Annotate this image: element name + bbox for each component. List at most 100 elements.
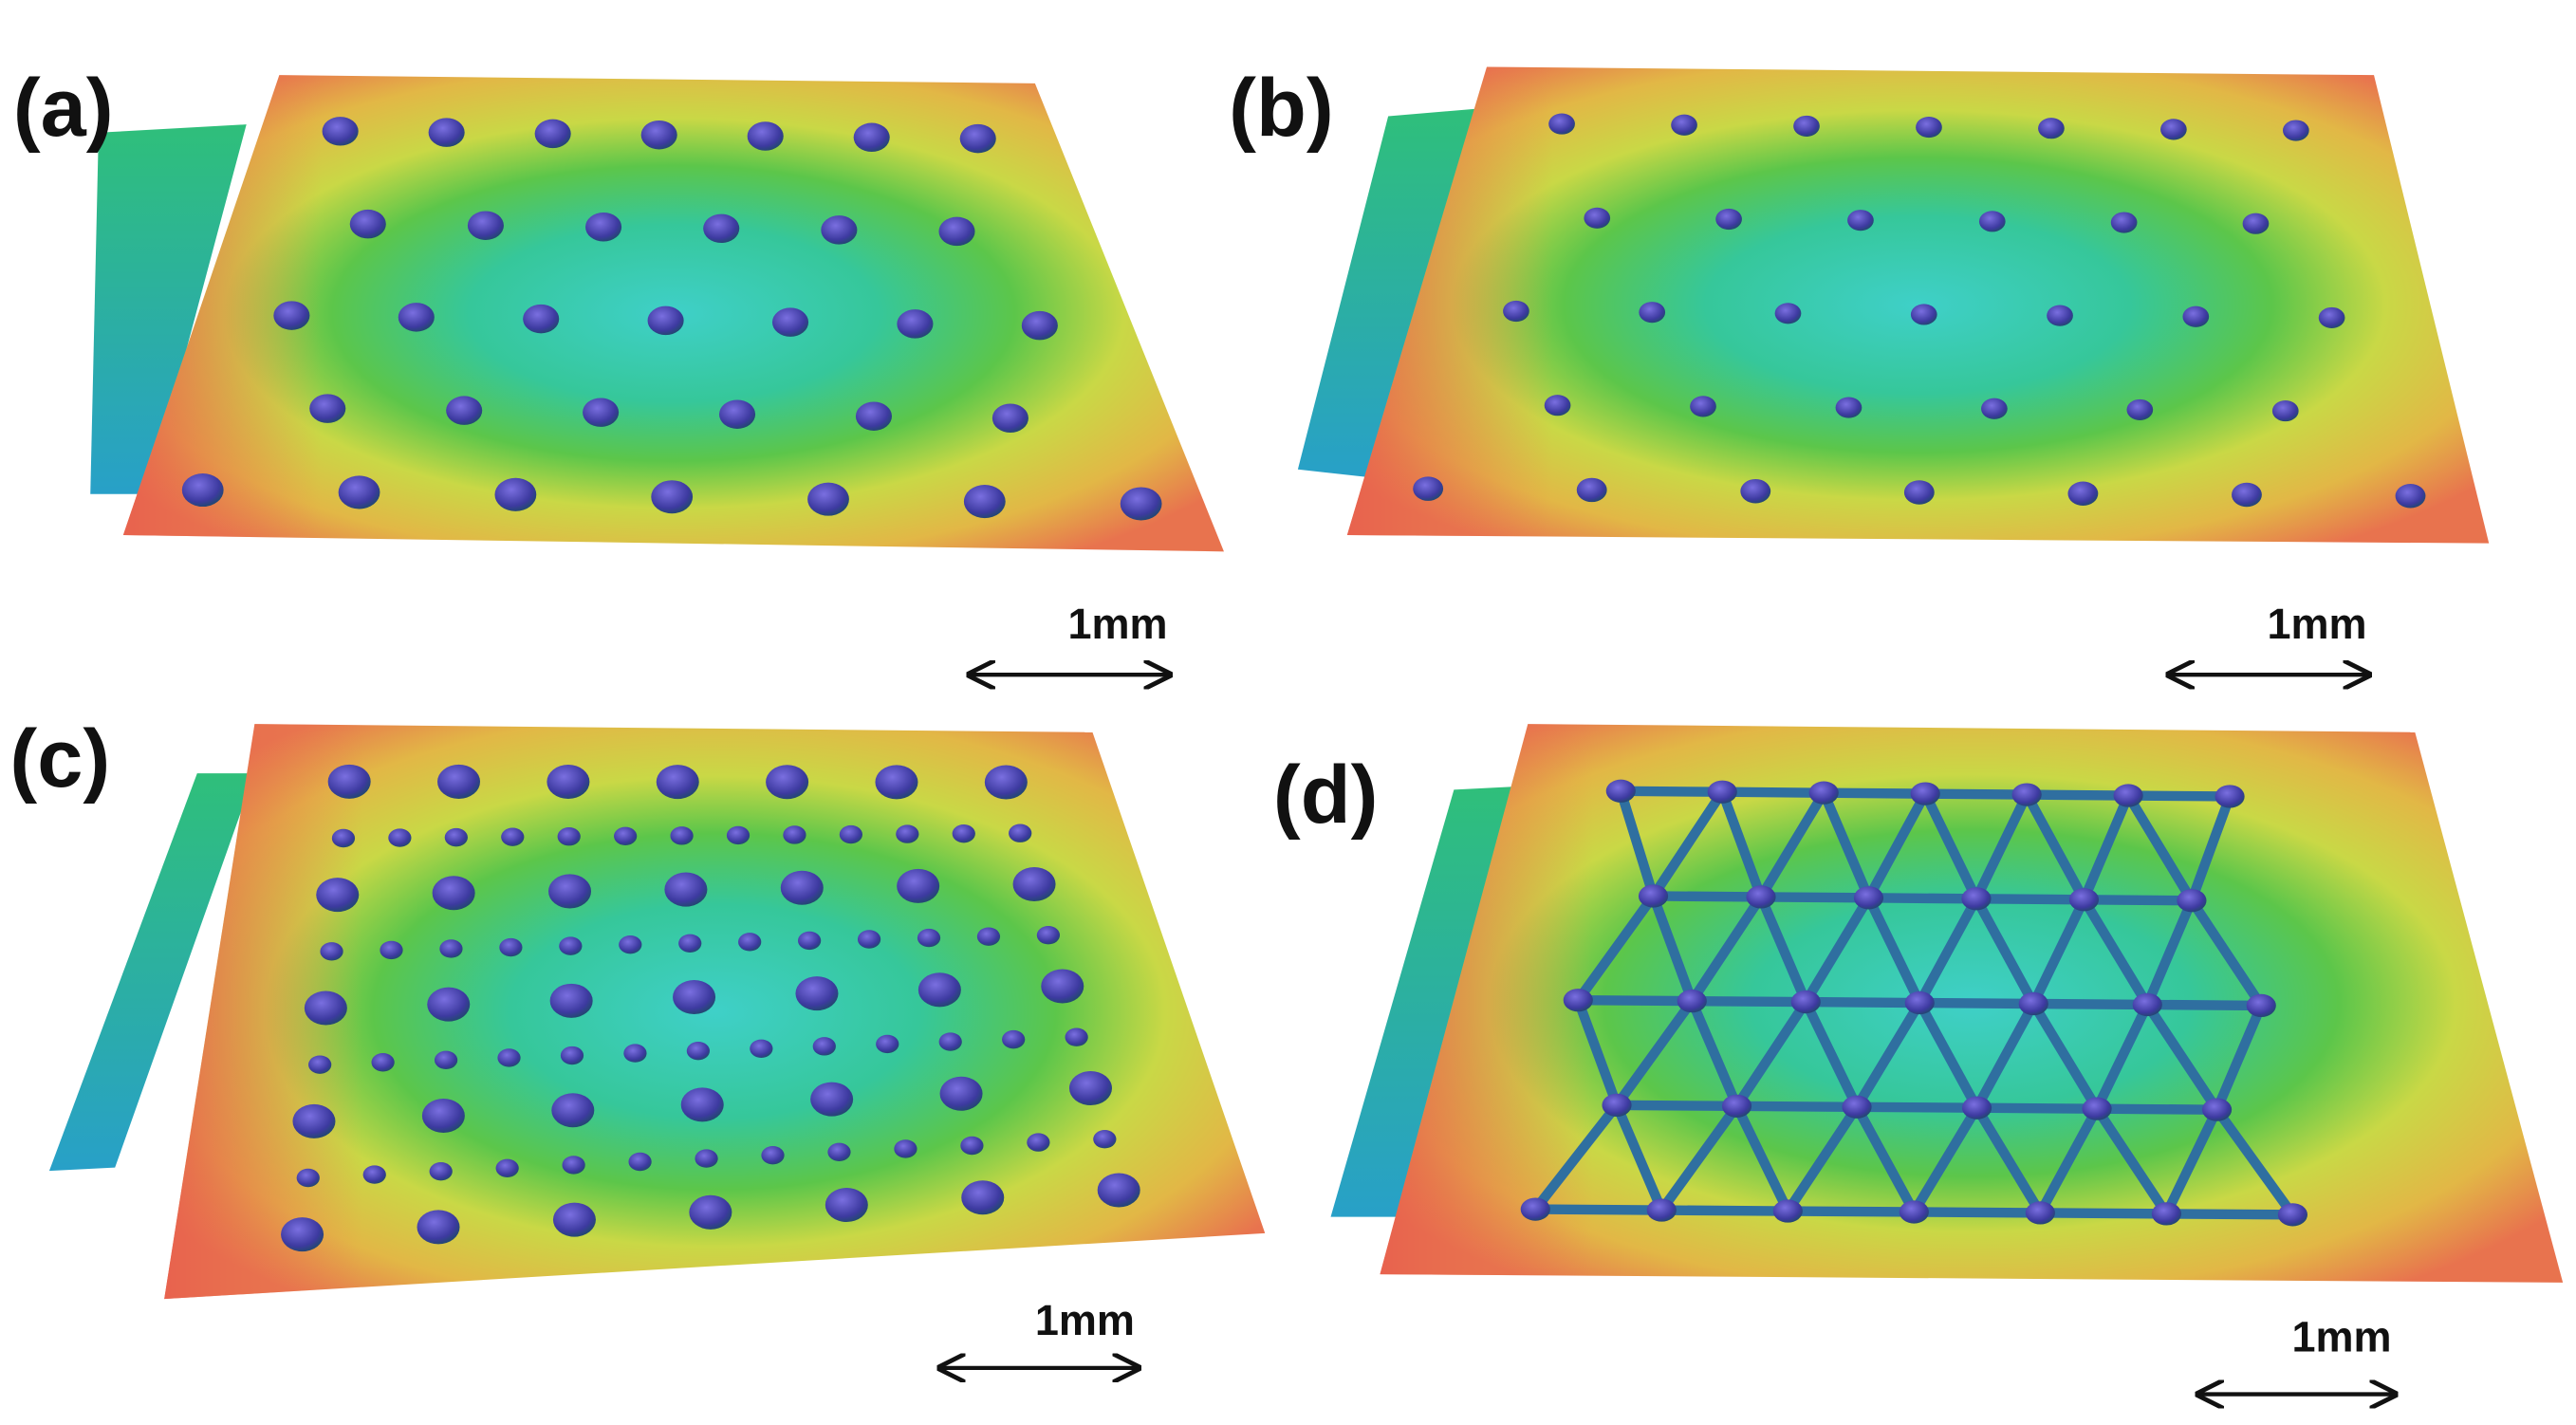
dimple — [380, 940, 403, 960]
dimple — [547, 765, 590, 800]
node — [2277, 1203, 2307, 1227]
panel-label: (a) — [13, 63, 114, 154]
ridge — [1755, 787, 1829, 902]
dimple — [551, 1093, 595, 1128]
dimple — [783, 825, 806, 844]
ridge — [1648, 787, 1728, 901]
panel: (d) 1mm — [1273, 724, 2564, 1394]
ridge — [1732, 996, 1811, 1112]
node — [2082, 1097, 2112, 1120]
ridge — [1801, 996, 1863, 1112]
dimple — [795, 976, 839, 1011]
node — [2177, 889, 2207, 913]
dimple — [894, 1139, 917, 1158]
dimple — [876, 1034, 899, 1054]
dimple — [628, 1152, 652, 1172]
dimple — [938, 1032, 962, 1051]
dimple — [1715, 208, 1742, 231]
dimple — [322, 117, 359, 146]
dimple — [798, 931, 822, 951]
ridge — [2029, 895, 2089, 1009]
dimple — [371, 1053, 395, 1072]
dimple — [1793, 115, 1820, 137]
dimple — [747, 121, 784, 151]
panel: (b) 1mm — [1229, 63, 2490, 675]
dimple — [939, 1076, 983, 1111]
dimple — [320, 942, 343, 961]
dimple — [2110, 212, 2138, 233]
node — [1910, 782, 1940, 805]
ridge — [2212, 1000, 2267, 1115]
dimple — [557, 827, 581, 846]
dimple — [2160, 119, 2187, 140]
ridge — [2029, 998, 2103, 1114]
dimple — [327, 764, 371, 799]
dimple — [494, 477, 537, 511]
dimple — [623, 1044, 647, 1063]
dimple — [349, 209, 386, 239]
dimple — [2067, 481, 2099, 506]
dimple — [583, 398, 620, 427]
dimple — [562, 1156, 585, 1175]
dimple — [427, 987, 471, 1022]
ridge — [2035, 1208, 2172, 1219]
dimple — [1847, 210, 1874, 231]
node — [1646, 1198, 1677, 1222]
dimple — [2282, 120, 2309, 141]
dimple — [960, 1136, 984, 1156]
dimple — [304, 990, 347, 1026]
dimple — [976, 927, 1001, 946]
dimple — [560, 1046, 584, 1065]
dimple — [331, 828, 356, 848]
side-strip — [90, 124, 247, 494]
ridge — [1915, 997, 2039, 1009]
dimple — [439, 939, 463, 958]
ridge — [1755, 892, 1811, 1008]
node — [2132, 992, 2162, 1017]
ridge — [2122, 790, 2197, 906]
dimple — [429, 1162, 453, 1181]
dimple — [897, 868, 940, 903]
node — [2068, 888, 2100, 912]
ridge — [1611, 1100, 1742, 1112]
dimple — [292, 1103, 336, 1138]
dimple — [1041, 969, 1084, 1004]
dimple — [444, 827, 468, 847]
dimple — [417, 1210, 460, 1245]
dimple — [1093, 1130, 1117, 1149]
ridge — [2122, 790, 2235, 802]
dimple — [281, 1217, 324, 1252]
ridge — [2142, 896, 2197, 1010]
dimple — [437, 764, 481, 799]
dimple — [316, 878, 360, 913]
dimple — [2182, 305, 2210, 327]
dimple — [952, 824, 975, 843]
dimple — [434, 1050, 458, 1070]
node — [1772, 1199, 1803, 1223]
ridge — [2161, 1104, 2222, 1219]
ridge — [1616, 786, 1659, 901]
dimple — [1036, 926, 1061, 945]
ridge — [1611, 1100, 1667, 1215]
dimple — [897, 309, 934, 339]
dimple — [1120, 487, 1162, 521]
dimple — [1981, 398, 2008, 419]
node — [2246, 993, 2276, 1018]
node — [1605, 779, 1636, 803]
ridge — [1909, 1102, 1982, 1217]
dimple — [2047, 305, 2073, 326]
dimple — [1065, 1027, 1088, 1046]
ridge — [1919, 788, 1982, 904]
dimple — [1639, 302, 1666, 324]
dimple — [1021, 310, 1058, 341]
dimple — [917, 928, 941, 948]
node — [1563, 989, 1593, 1012]
ridge — [2186, 896, 2267, 1011]
ridge — [2091, 999, 2153, 1114]
ridge — [2091, 1103, 2172, 1219]
ridge — [1801, 996, 1925, 1009]
dimple — [559, 936, 583, 955]
dimple — [308, 1055, 332, 1074]
dimple — [1671, 114, 1697, 136]
ridge — [1819, 787, 1931, 799]
